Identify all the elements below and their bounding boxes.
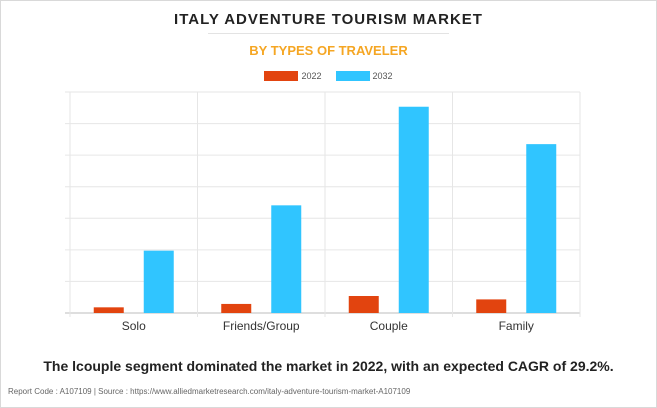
chart-legend: 2022 2032 [0,71,657,81]
legend-swatch-2022 [264,71,299,81]
x-tick-label: Solo [122,319,146,333]
chart-title: ITALY ADVENTURE TOURISM MARKET [174,11,483,28]
bar-2032-family [526,144,557,313]
bar-2032-couple [398,106,429,313]
chart-subtitle: BY TYPES OF TRAVELER [249,43,408,58]
bar-2022-family [476,299,507,313]
x-tick-label: Friends/Group [223,319,300,333]
bar-2022-couple [348,296,379,313]
legend-label-2022: 2022 [301,71,322,81]
legend-swatch-2032 [335,71,370,81]
x-tick-label: Couple [370,319,408,333]
legend-item-2022: 2022 [264,71,322,81]
bar-2022-solo [93,307,124,313]
title-divider [208,33,449,34]
bar-2022-friends-group [221,303,252,313]
bar-2032-solo [143,250,174,313]
chart-caption: The lcouple segment dominated the market… [43,358,614,374]
x-tick-label: Family [499,319,534,333]
legend-label-2032: 2032 [372,71,393,81]
bar-2032-friends-group [271,205,302,313]
source-footer: Report Code : A107109 | Source : https:/… [8,387,411,396]
legend-item-2032: 2032 [335,71,393,81]
